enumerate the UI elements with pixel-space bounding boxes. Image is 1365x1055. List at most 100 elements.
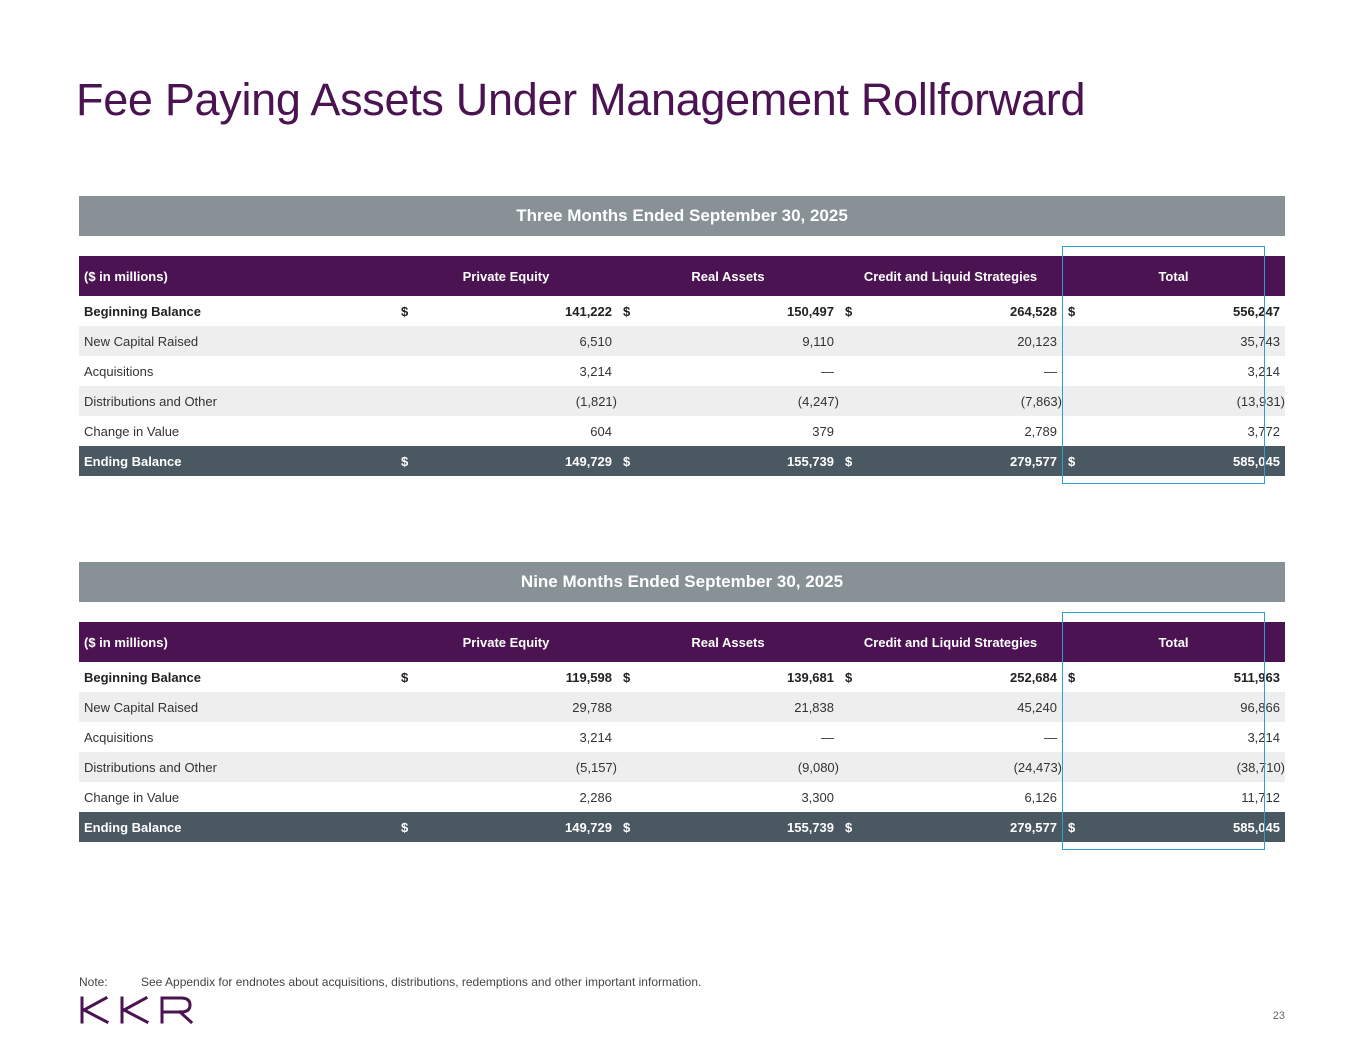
cell-value: 2,789 [1024,423,1057,439]
cell-value: (4,247) [797,393,839,409]
currency-symbol: $ [845,819,853,835]
row-label: Distributions and Other [84,759,217,775]
table-header-row: ($ in millions) Private Equity Real Asse… [79,622,1285,662]
row-label: Distributions and Other [84,393,217,409]
cell-value: 279,577 [1010,819,1057,835]
header-real-assets: Real Assets [691,634,765,650]
cell-ra: $155,739 [617,446,839,476]
footnote: Note: See Appendix for endnotes about acq… [79,975,701,989]
cell-total: 96,866 [1062,692,1285,722]
cell-value: (9,080) [797,759,839,775]
cell-value: 279,577 [1010,453,1057,469]
row-label: Change in Value [84,789,180,805]
cell-value: 11,712 [1241,789,1280,805]
header-total: Total [1158,268,1189,284]
row-label: Acquisitions [84,729,154,745]
table-row: Beginning Balance $119,598 $139,681 $252,68… [79,662,1285,692]
row-label: New Capital Raised [84,699,199,715]
cell-pe: 3,214 [395,356,617,386]
cell-pe: 604 [395,416,617,446]
cell-value: 119,598 [565,669,612,685]
cell-cls: (24,473) [839,752,1062,782]
cell-ra: — [617,722,839,752]
cell-value: 9,110 [802,333,834,349]
cell-ra: $139,681 [617,662,839,692]
table-row: Distributions and Other (5,157) (9,080) (24… [79,752,1285,782]
cell-pe: $119,598 [395,662,617,692]
cell-value: 45,240 [1017,699,1057,715]
page-number: 23 [1272,1010,1285,1022]
cell-pe: 6,510 [395,326,617,356]
cell-total: (38,710) [1062,752,1285,782]
header-private-equity: Private Equity [462,268,550,284]
cell-value: 150,497 [787,303,834,319]
cell-total: 11,712 [1062,782,1285,812]
cell-cls: — [839,356,1062,386]
cell-pe: $149,729 [395,446,617,476]
section-heading: Nine Months Ended September 30, 2025 [79,562,1285,602]
cell-ra: — [617,356,839,386]
cell-total: $556,247 [1062,296,1285,326]
header-credit: Credit and Liquid Strategies [863,634,1038,650]
section-heading: Three Months Ended September 30, 2025 [79,196,1285,236]
table-row: New Capital Raised 29,788 21,838 45,240 96,8… [79,692,1285,722]
currency-symbol: $ [401,303,409,319]
row-label: Beginning Balance [84,669,202,685]
row-label: Ending Balance [84,819,182,835]
cell-value: (24,473) [1013,759,1062,775]
cell-pe: 29,788 [395,692,617,722]
cell-value: — [1044,363,1057,379]
table-row: Beginning Balance $141,222 $150,497 $264,52… [79,296,1285,326]
cell-pe: (5,157) [395,752,617,782]
currency-symbol: $ [623,303,631,319]
cell-total: $585,045 [1062,446,1285,476]
cell-pe: $149,729 [395,812,617,842]
table-wrap: ($ in millions) Private Equity Real Asse… [79,612,1285,850]
cell-value: 3,214 [1247,363,1280,379]
currency-symbol: $ [623,819,631,835]
cell-ra: 3,300 [617,782,839,812]
currency-symbol: $ [401,453,409,469]
cell-cls: 6,126 [839,782,1062,812]
table-body: Beginning Balance $141,222 $150,497 $264,52… [79,296,1285,476]
cell-ra: (4,247) [617,386,839,416]
cell-value: 379 [812,423,834,439]
currency-symbol: $ [1068,669,1076,685]
table-row: Distributions and Other (1,821) (4,247) (7,… [79,386,1285,416]
cell-total: 3,214 [1062,356,1285,386]
row-label: Acquisitions [84,363,154,379]
cell-value: 21,838 [794,699,834,715]
currency-symbol: $ [1068,303,1076,319]
header-label: ($ in millions) [84,634,168,650]
cell-cls: $279,577 [839,446,1062,476]
header-private-equity: Private Equity [462,634,550,650]
note-label: Note: [79,975,108,989]
cell-value: — [821,363,834,379]
cell-value: 149,729 [565,453,612,469]
cell-total: 3,772 [1062,416,1285,446]
kkr-logo [80,995,194,1029]
cell-value: 3,214 [579,729,612,745]
cell-value: 3,214 [1247,729,1280,745]
cell-cls: 45,240 [839,692,1062,722]
cell-value: (7,863) [1020,393,1062,409]
row-label: Ending Balance [84,453,182,469]
note-text: See Appendix for endnotes about acquisit… [141,975,702,989]
cell-value: 155,739 [787,819,834,835]
cell-value: 2,286 [579,789,612,805]
nine-months-section: Nine Months Ended September 30, 2025 ($ … [79,562,1285,850]
currency-symbol: $ [845,453,853,469]
cell-value: 604 [590,423,612,439]
cell-pe: 3,214 [395,722,617,752]
row-label: Change in Value [84,423,180,439]
cell-value: 149,729 [565,819,612,835]
row-label: Beginning Balance [84,303,202,319]
cell-total: (13,931) [1062,386,1285,416]
table-wrap: ($ in millions) Private Equity Real Asse… [79,246,1285,484]
cell-value: (1,821) [575,393,617,409]
header-total: Total [1158,634,1189,650]
cell-cls: — [839,722,1062,752]
currency-symbol: $ [401,669,409,685]
cell-ra: 21,838 [617,692,839,722]
cell-value: 139,681 [787,669,834,685]
